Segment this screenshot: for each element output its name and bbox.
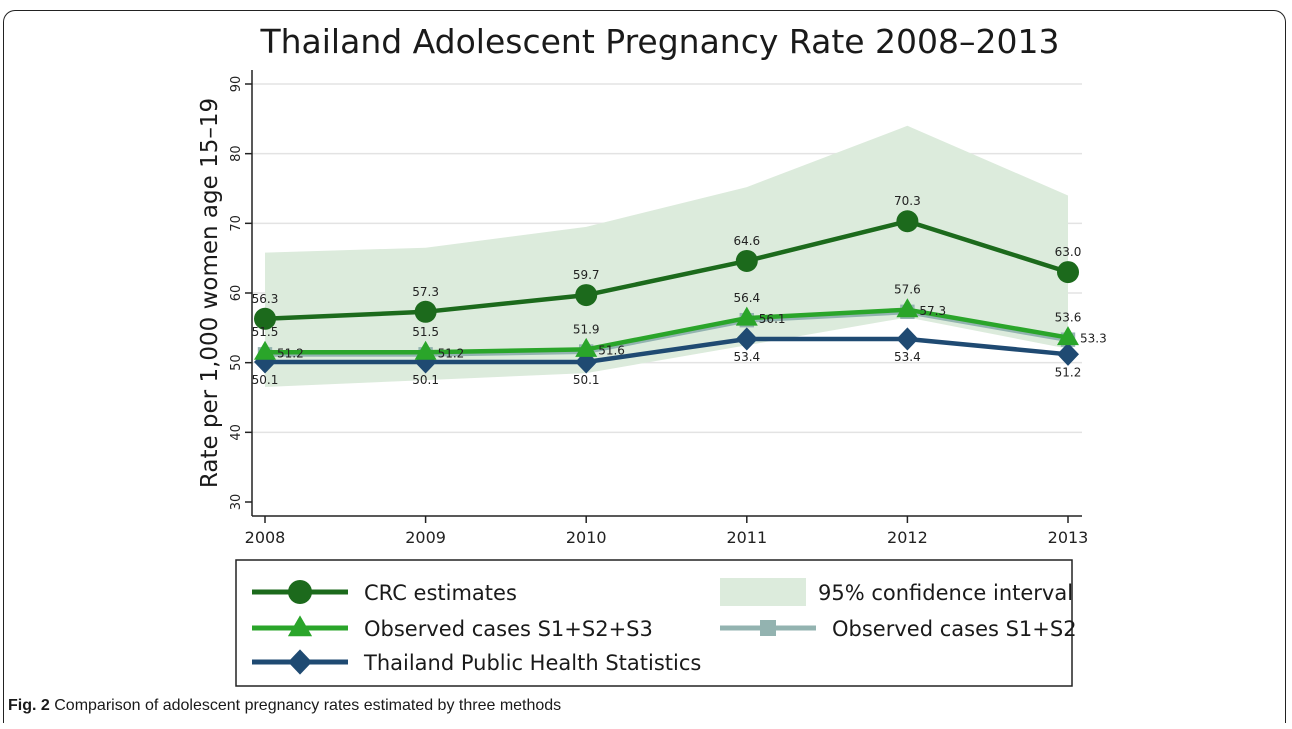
data-label: 56.1 bbox=[759, 312, 786, 326]
data-label: 56.4 bbox=[733, 291, 760, 305]
y-tick-label: 40 bbox=[229, 424, 244, 441]
series-triangle bbox=[254, 298, 1079, 360]
figure-caption: Fig. 2 Comparison of adolescent pregnanc… bbox=[8, 697, 561, 715]
data-label: 63.0 bbox=[1055, 245, 1082, 259]
data-label: 57.6 bbox=[894, 283, 921, 297]
legend-item: 95% confidence interval bbox=[720, 578, 1073, 606]
series-layer bbox=[254, 210, 1079, 374]
series-line bbox=[265, 336, 1069, 365]
circle-marker bbox=[288, 580, 312, 604]
y-axis-label: Rate per 1,000 women age 15–19 bbox=[197, 98, 223, 488]
figure-frame bbox=[3, 10, 1286, 723]
diamond-marker bbox=[735, 327, 758, 351]
data-label: 53.3 bbox=[1080, 332, 1107, 346]
series-line bbox=[264, 218, 1069, 322]
y-tick-label: 80 bbox=[229, 145, 244, 162]
data-label: 51.2 bbox=[438, 346, 465, 360]
diamond-marker bbox=[896, 327, 919, 351]
series-circle bbox=[254, 210, 1079, 330]
data-label: 59.7 bbox=[573, 268, 600, 282]
legend-swatch bbox=[720, 578, 806, 606]
data-label: 50.1 bbox=[412, 373, 439, 387]
triangle-marker bbox=[287, 615, 313, 637]
triangle-marker bbox=[1057, 326, 1079, 346]
data-label: 51.9 bbox=[573, 322, 600, 336]
legend-box bbox=[235, 559, 1073, 687]
diamond-marker bbox=[1057, 342, 1079, 366]
x-tick-label: 2011 bbox=[726, 528, 767, 547]
circle-marker bbox=[1057, 261, 1079, 284]
diamond-marker bbox=[288, 649, 312, 675]
figure-caption-text: Comparison of adolescent pregnancy rates… bbox=[54, 697, 562, 714]
circle-marker bbox=[735, 249, 758, 272]
data-label: 50.1 bbox=[252, 373, 279, 387]
legend-item: Observed cases S1+S2+S3 bbox=[252, 615, 653, 641]
data-label: 50.1 bbox=[573, 373, 600, 387]
y-tick-label: 90 bbox=[229, 76, 244, 93]
y-tick-label: 60 bbox=[229, 285, 244, 302]
data-label: 64.6 bbox=[733, 234, 760, 248]
y-tick-label: 50 bbox=[229, 354, 244, 371]
legend-label: CRC estimates bbox=[364, 581, 517, 605]
legend-item: Thailand Public Health Statistics bbox=[252, 649, 701, 675]
x-tick-label: 2013 bbox=[1048, 528, 1089, 547]
data-label: 53.4 bbox=[733, 350, 760, 364]
x-tick-label: 2009 bbox=[405, 528, 446, 547]
data-label: 51.6 bbox=[598, 344, 625, 358]
square-marker bbox=[760, 620, 776, 636]
y-tick-label: 70 bbox=[229, 215, 244, 232]
triangle-marker bbox=[896, 298, 919, 318]
confidence-band bbox=[265, 125, 1068, 388]
chart: 30 40 50 60 70 80 90 2008 2009 2010 2011 2012 2013 5… bbox=[197, 22, 1107, 687]
legend: CRC estimates 95% confidence interval Obse… bbox=[235, 559, 1077, 687]
legend-label: Observed cases S1+S2 bbox=[832, 617, 1077, 641]
x-tick-label: 2010 bbox=[566, 528, 607, 547]
data-label: 51.5 bbox=[252, 325, 279, 339]
chart-title: Thailand Adolescent Pregnancy Rate 2008–… bbox=[259, 22, 1059, 61]
circle-marker bbox=[896, 210, 919, 233]
x-tick-label: 2008 bbox=[245, 528, 286, 547]
data-label: 56.3 bbox=[252, 292, 279, 306]
triangle-marker bbox=[575, 337, 598, 357]
legend-item: Observed cases S1+S2 bbox=[720, 617, 1077, 641]
circle-marker bbox=[414, 300, 437, 323]
data-label: 53.4 bbox=[894, 350, 921, 364]
series-line bbox=[265, 307, 1069, 355]
legend-label: Observed cases S1+S2+S3 bbox=[364, 617, 653, 641]
legend-label: 95% confidence interval bbox=[818, 581, 1073, 605]
axes: 30 40 50 60 70 80 90 2008 2009 2010 2011 2012 2013 bbox=[229, 70, 1088, 547]
legend-item: CRC estimates bbox=[252, 580, 517, 605]
data-label: 51.5 bbox=[412, 325, 439, 339]
data-label: 70.3 bbox=[894, 194, 921, 208]
triangle-marker bbox=[735, 306, 758, 326]
data-label: 53.6 bbox=[1055, 311, 1082, 325]
data-label: 51.2 bbox=[277, 346, 304, 360]
triangle-marker bbox=[254, 340, 276, 360]
data-label: 57.3 bbox=[919, 304, 946, 318]
triangle-marker bbox=[414, 340, 437, 360]
legend-label: Thailand Public Health Statistics bbox=[363, 651, 701, 675]
x-tick-label: 2012 bbox=[887, 528, 928, 547]
circle-marker bbox=[254, 307, 276, 330]
data-labels: 56.3 57.3 59.7 64.6 70.3 63.0 51.5 51.5 51.9 56.4… bbox=[252, 194, 1107, 387]
data-label: 51.2 bbox=[1055, 365, 1082, 379]
figure-caption-label: Fig. 2 bbox=[8, 697, 50, 714]
circle-marker bbox=[575, 284, 598, 307]
y-tick-label: 30 bbox=[229, 494, 244, 511]
data-label: 57.3 bbox=[412, 285, 439, 299]
